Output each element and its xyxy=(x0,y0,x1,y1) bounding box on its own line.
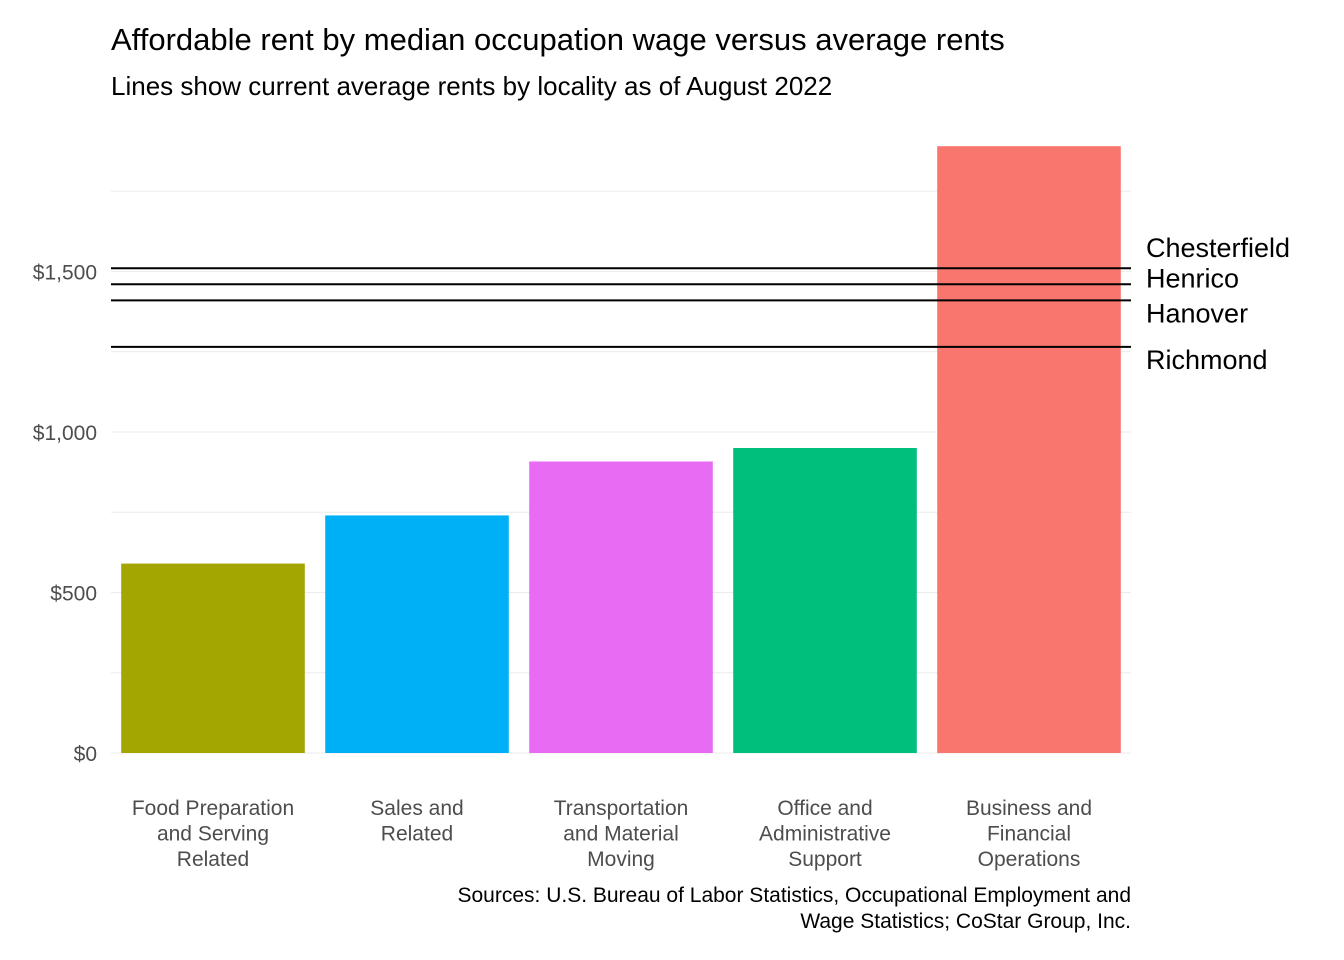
chart-subtitle: Lines show current average rents by loca… xyxy=(111,71,833,101)
reference-line-label: Henrico xyxy=(1146,263,1239,293)
bars xyxy=(121,146,1121,754)
bar xyxy=(325,515,509,753)
y-tick-label: $500 xyxy=(50,582,97,605)
sources-caption: Sources: U.S. Bureau of Labor Statistics… xyxy=(371,883,1131,935)
x-tick-label: Sales and Related xyxy=(370,797,463,846)
y-tick-label: $1,500 xyxy=(33,261,97,284)
bar xyxy=(529,461,713,753)
reference-line-label: Chesterfield xyxy=(1146,233,1290,263)
x-tick-label: Office and Administrative Support xyxy=(759,797,891,871)
x-tick-label: Food Preparation and Serving Related xyxy=(132,797,294,871)
reference-line-label: Hanover xyxy=(1146,298,1248,328)
bar xyxy=(121,563,305,753)
y-tick-label: $0 xyxy=(74,743,97,766)
caption-line-2: Wage Statistics; CoStar Group, Inc. xyxy=(800,910,1131,933)
chart-title: Affordable rent by median occupation wag… xyxy=(111,22,1005,57)
x-tick-label: Business and Financial Operations xyxy=(966,797,1092,871)
caption-line-1: Sources: U.S. Bureau of Labor Statistics… xyxy=(457,884,1131,907)
y-tick-label: $1,000 xyxy=(33,422,97,445)
bar xyxy=(733,448,917,753)
x-axis: Food Preparation and Serving Related Sales … xyxy=(132,797,1092,871)
bar xyxy=(937,146,1121,754)
x-tick-label: Transportation and Material Moving xyxy=(554,797,689,871)
reference-line-label: Richmond xyxy=(1146,345,1268,375)
y-axis: $0 $500 $1,000 $1,500 xyxy=(33,261,97,766)
